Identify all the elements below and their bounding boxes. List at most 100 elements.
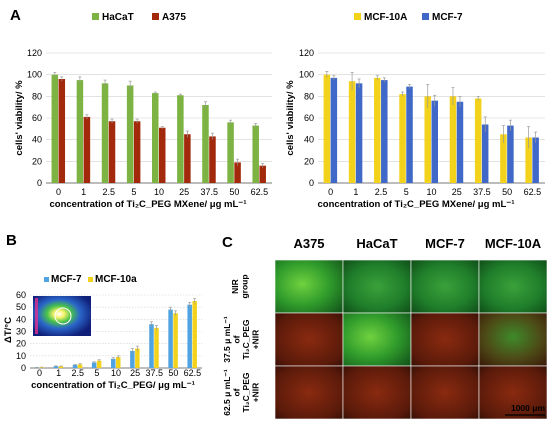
x-tick-label: 37.5 — [145, 368, 163, 378]
bar-mcf-10a-10 — [116, 357, 121, 368]
bar-a375-25 — [184, 134, 191, 183]
bar-mcf-10a-0 — [39, 367, 45, 368]
row-label: 62.5 μ mL⁻¹ofTi₂C_PEG+NIR — [222, 369, 261, 416]
y-tick-label: 120 — [27, 48, 42, 58]
bar-mcf-7-1 — [355, 83, 363, 183]
bar-hacat-62.5 — [252, 125, 259, 183]
x-tick-label: 2.5 — [72, 368, 85, 378]
bar-mcf-10a-2.5 — [374, 77, 381, 183]
micrograph-a375-row2 — [274, 312, 344, 367]
bar-mcf-10a-0 — [323, 74, 331, 183]
legend-label: HaCaT — [102, 12, 134, 23]
bar-mcf-10a-1 — [58, 366, 64, 368]
x-tick-label: 2.5 — [375, 187, 388, 197]
micrograph-hacat-row2 — [342, 312, 412, 367]
y-tick-label: 100 — [27, 70, 42, 80]
bar-mcf-7-62.5 — [532, 137, 539, 183]
x-tick-label: 62.5 — [251, 187, 269, 197]
legend-label: MCF-10A — [364, 12, 407, 23]
bar-mcf-10a-50 — [500, 134, 507, 183]
column-header: HaCaT — [356, 236, 397, 251]
bar-mcf-10a-50 — [173, 313, 178, 368]
bar-mcf-7-50 — [168, 309, 173, 368]
column-header: MCF-7 — [425, 236, 465, 251]
x-tick-label: 2.5 — [103, 187, 116, 197]
legend-label: MCF-7 — [432, 12, 463, 23]
x-tick-label: 25 — [179, 187, 189, 197]
chart-viability-hacat-a375: 0 20 40 60 80 100 120 0 1 2.5 5 10 25 37.5 50 62.5 HaCaT… — [14, 12, 272, 210]
x-tick-label: 62.5 — [524, 187, 542, 197]
x-tick-label: 0 — [37, 368, 42, 378]
y-axis-title: cells' viability/ % — [285, 80, 296, 156]
y-tick-label: 60 — [32, 113, 42, 123]
x-tick-label: 1 — [56, 368, 61, 378]
bar-mcf-7-37.5 — [149, 324, 154, 368]
y-tick-label: 20 — [304, 156, 314, 166]
bar-mcf-10a-25 — [135, 348, 140, 368]
micrograph-hacat-row3 — [342, 365, 412, 420]
x-axis-title: concentration of Ti₂C_PEG/ μg mL⁻¹ — [31, 380, 195, 391]
x-tick-label: 5 — [94, 368, 99, 378]
y-tick-label: 100 — [299, 70, 314, 80]
legend-swatch — [152, 13, 159, 20]
legend-label: MCF-10a — [95, 274, 137, 285]
panel-label-c: C — [222, 234, 233, 251]
micrograph-a375-row3 — [274, 365, 344, 420]
thermal-inset-image — [33, 296, 91, 336]
x-tick-label: 50 — [502, 187, 512, 197]
x-tick-label: 0 — [56, 187, 61, 197]
y-tick-label: 40 — [32, 135, 42, 145]
bar-mcf-10a-62.5 — [525, 137, 532, 183]
bar-mcf-7-5 — [406, 86, 413, 183]
x-tick-label: 25 — [130, 368, 140, 378]
bar-mcf-7-2.5 — [72, 364, 78, 368]
x-tick-label: 37.5 — [473, 187, 491, 197]
y-tick-label: 60 — [304, 113, 314, 123]
legend-swatch — [44, 277, 49, 282]
legend-swatch — [354, 13, 361, 20]
bar-a375-10 — [159, 127, 166, 183]
micrograph-mcf-7-row2 — [410, 312, 480, 367]
y-tick-label: 80 — [32, 91, 42, 101]
bar-hacat-25 — [177, 95, 184, 183]
bar-mcf-10a-2.5 — [77, 364, 83, 368]
bar-mcf-7-62.5 — [187, 304, 192, 368]
scale-bar-label: 1000 μm — [511, 403, 545, 413]
bar-mcf-10a-25 — [449, 96, 457, 183]
column-header: A375 — [293, 236, 324, 251]
fluorescence-image-grid: A375 HaCaT MCF-7 MCF-10A NIRgroup 37.5 μ mL⁻¹… — [222, 236, 548, 420]
bar-hacat-37.5 — [202, 105, 209, 183]
x-tick-label: 10 — [426, 187, 436, 197]
bar-mcf-7-25 — [130, 350, 135, 368]
bar-mcf-7-2.5 — [381, 80, 388, 183]
micrograph-mcf-10a-row1 — [478, 259, 548, 314]
bar-a375-50 — [234, 162, 241, 183]
bar-hacat-0 — [51, 74, 59, 183]
legend-swatch — [92, 13, 99, 20]
x-tick-label: 0 — [328, 187, 333, 197]
y-tick-label: 80 — [304, 91, 314, 101]
y-tick-label: 50 — [16, 302, 26, 312]
bar-a375-5 — [133, 121, 141, 183]
y-axis-title: ΔT/°C — [3, 317, 14, 343]
bar-mcf-7-10 — [111, 358, 116, 368]
y-tick-label: 40 — [304, 135, 314, 145]
x-axis-title: concentration of Ti₂C_PEG MXene/ μg mL⁻¹ — [50, 199, 247, 210]
micrograph-a375-row1 — [274, 259, 344, 314]
micrograph-mcf-10a-row3 — [478, 365, 548, 420]
x-tick-label: 50 — [168, 368, 178, 378]
bar-mcf-7-0 — [330, 77, 338, 183]
y-tick-label: 20 — [16, 339, 26, 349]
panel-label-a: A — [10, 7, 21, 24]
bar-a375-37.5 — [209, 136, 216, 183]
bar-hacat-10 — [152, 93, 159, 183]
bar-hacat-5 — [126, 85, 134, 183]
bar-hacat-2.5 — [101, 83, 109, 183]
y-tick-label: 120 — [299, 48, 314, 58]
legend-label: MCF-7 — [51, 274, 82, 285]
y-tick-label: 20 — [32, 156, 42, 166]
x-tick-label: 37.5 — [200, 187, 218, 197]
panel-label-b: B — [6, 232, 17, 249]
x-tick-label: 62.5 — [184, 368, 202, 378]
